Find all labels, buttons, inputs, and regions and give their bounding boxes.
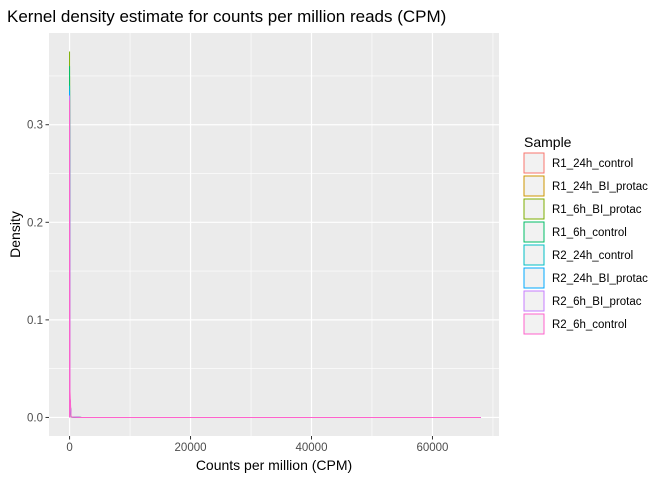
legend-label: R1_6h_control <box>552 227 627 239</box>
legend-title: Sample <box>524 134 572 150</box>
plot-panel <box>49 33 499 436</box>
minor-gridlines <box>49 33 499 436</box>
x-tick-label: 40000 <box>296 442 328 454</box>
legend-key <box>523 313 545 335</box>
x-axis: 0 20000 40000 60000 <box>66 436 448 454</box>
legend-key <box>523 290 545 312</box>
series-line-R2_6h_control <box>69 100 481 418</box>
legend-label: R1_24h_control <box>552 158 633 170</box>
legend-key <box>523 267 545 289</box>
legend-key <box>523 198 545 220</box>
legend-key <box>523 175 545 197</box>
y-tick-label: 0.0 <box>27 412 43 424</box>
y-tick-label: 0.1 <box>27 315 43 327</box>
y-axis-title: Density <box>7 211 23 258</box>
x-axis-title: Counts per million (CPM) <box>196 457 352 473</box>
density-curves <box>69 51 481 418</box>
y-axis: 0.0 0.1 0.2 0.3 <box>27 120 49 424</box>
x-tick-label: 0 <box>66 442 72 454</box>
chart-title: Kernel density estimate for counts per m… <box>7 7 446 26</box>
legend: Sample R1_24h_controlR1_24h_BI_protacR1_… <box>523 134 648 335</box>
x-tick-label: 20000 <box>175 442 207 454</box>
legend-items: R1_24h_control R1_24h_BI_protac R1_6h_BI_p… <box>523 152 648 335</box>
legend-key <box>523 152 545 174</box>
legend-key <box>523 221 545 243</box>
x-tick-label: 60000 <box>416 442 448 454</box>
y-tick-label: 0.3 <box>27 120 43 132</box>
legend-label: R1_6h_BI_protac <box>552 204 642 216</box>
legend-key <box>523 244 545 266</box>
y-tick-label: 0.2 <box>27 217 43 229</box>
legend-label: R2_6h_control <box>552 319 627 331</box>
legend-label: R1_24h_BI_protac <box>552 181 648 193</box>
legend-label: R2_24h_BI_protac <box>552 273 648 285</box>
legend-label: R2_24h_control <box>552 250 633 262</box>
legend-label: R2_6h_BI_protac <box>552 296 642 308</box>
